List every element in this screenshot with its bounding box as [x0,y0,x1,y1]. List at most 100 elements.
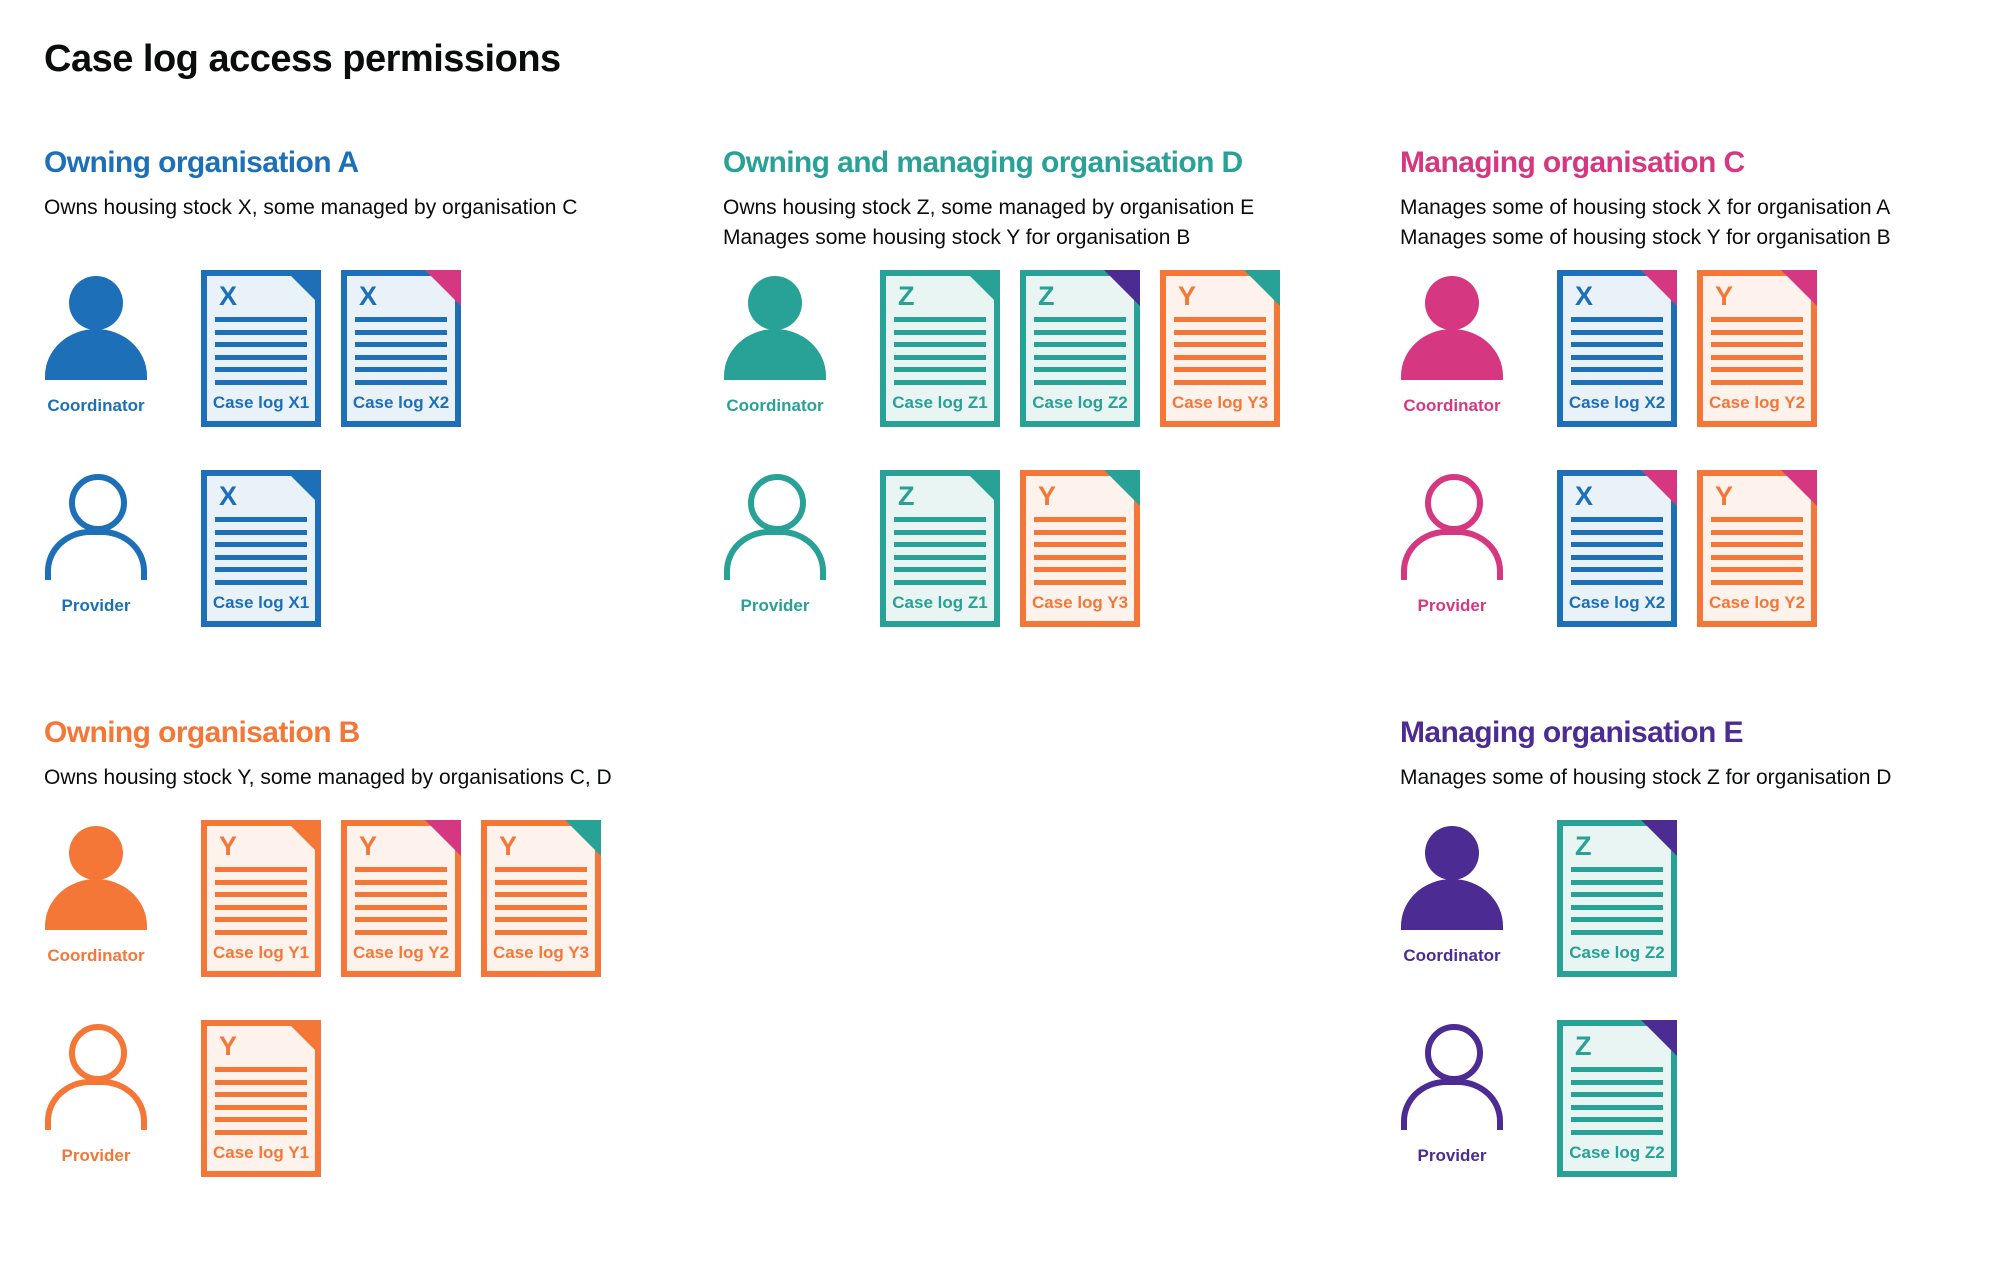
case-log-document: X Case log X1 [201,270,321,427]
coordinator-person-icon: Coordinator [44,820,148,977]
document-text-lines [1034,517,1126,585]
folded-corner-icon [425,270,461,306]
folded-corner-icon [1244,270,1280,306]
coordinator-row: Coordinator X Case log X1 X Case log X2 [44,270,481,427]
case-log-label: Case log Y3 [1171,393,1269,412]
document-text-lines [1571,867,1663,935]
case-log-document: Y Case log Y1 [201,820,321,977]
case-log-document: Z Case log Z2 [1020,270,1140,427]
document-text-lines [1571,517,1663,585]
coordinator-row: Coordinator X Case log X2 Y Case log Y2 [1400,270,1837,427]
role-label: Coordinator [47,396,145,415]
case-log-label: Case log Y2 [1708,393,1806,412]
stock-letter: X [359,281,378,311]
person-head-shape [69,826,123,880]
section-heading: Owning and managing organisation D [723,146,1243,179]
stock-letter: Z [898,481,915,511]
provider-person-icon: Provider [1400,470,1504,627]
provider-row: Provider X Case log X2 Y Case log Y2 [1400,470,1837,627]
person-body-shape [45,1079,147,1130]
case-log-label: Case log Z2 [1569,1143,1665,1162]
provider-row: Provider Z Case log Z2 [1400,1020,1697,1177]
role-label: Coordinator [1403,946,1501,965]
folded-corner-icon [425,820,461,856]
stock-letter: X [219,281,238,311]
case-log-label: Case log Z2 [1032,393,1128,412]
person-body-shape [1401,1079,1503,1130]
folded-corner-icon [1104,270,1140,306]
section-heading: Managing organisation E [1400,716,1743,749]
provider-person-icon: Provider [1400,1020,1504,1177]
case-log-label: Case log X2 [352,393,450,412]
case-log-label: Case log X1 [212,393,310,412]
folded-corner-icon [964,470,1000,506]
stock-letter: Y [1038,481,1057,511]
coordinator-person-icon: Coordinator [1400,820,1504,977]
case-log-document: Z Case log Z2 [1557,1020,1677,1177]
coordinator-person-icon: Coordinator [723,270,827,427]
stock-letter: Y [1715,481,1734,511]
provider-row: Provider Z Case log Z1 Y Case log Y3 [723,470,1160,627]
document-text-lines [215,317,307,385]
case-log-document: Z Case log Z1 [880,470,1000,627]
section-description: Owns housing stock Z, some managed by or… [723,196,1255,249]
folded-corner-icon [285,470,321,506]
role-label: Coordinator [1403,396,1501,415]
provider-row: Provider X Case log X1 [44,470,341,627]
case-log-document: Y Case log Y3 [481,820,601,977]
person-body-shape [1401,529,1503,580]
case-log-label: Case log Y2 [1708,593,1806,612]
provider-person-icon: Provider [44,1020,148,1177]
coordinator-row: Coordinator Z Case log Z1 Z Case log Z2 … [723,270,1300,427]
stock-letter: X [1575,481,1594,511]
case-log-label: Case log X2 [1568,593,1666,612]
stock-letter: Z [1038,281,1055,311]
coordinator-person-icon: Coordinator [44,270,148,427]
stock-letter: Z [898,281,915,311]
document-text-lines [894,517,986,585]
stock-letter: Z [1575,1031,1592,1061]
document-text-lines [215,517,307,585]
folded-corner-icon [285,270,321,306]
stock-letter: X [1575,281,1594,311]
case-log-document: X Case log X1 [201,470,321,627]
case-log-label: Case log X2 [1568,393,1666,412]
role-label: Provider [1417,596,1487,615]
folded-corner-icon [1781,270,1817,306]
stock-letter: X [219,481,238,511]
folded-corner-icon [964,270,1000,306]
role-label: Provider [740,596,810,615]
role-label: Provider [1417,1146,1487,1165]
case-log-document: Y Case log Y3 [1020,470,1140,627]
case-log-label: Case log X1 [212,593,310,612]
case-log-label: Case log Y3 [1031,593,1129,612]
section-owning-organisation-b: Owning organisation B Owns housing stock… [44,716,709,1177]
role-label: Provider [61,1146,131,1165]
person-head-shape [748,474,806,532]
folded-corner-icon [565,820,601,856]
case-log-document: Y Case log Y1 [201,1020,321,1177]
folded-corner-icon [1641,1020,1677,1056]
document-text-lines [894,317,986,385]
role-label: Provider [61,596,131,615]
case-log-label: Case log Z1 [892,393,988,412]
section-heading: Managing organisation C [1400,146,1745,179]
provider-person-icon: Provider [723,470,827,627]
person-head-shape [69,474,127,532]
provider-row: Provider Y Case log Y1 [44,1020,341,1177]
stock-letter: Y [1178,281,1197,311]
case-log-label: Case log Y1 [212,943,310,962]
stock-letter: Y [219,831,238,861]
person-body-shape [45,329,147,380]
person-body-shape [724,529,826,580]
case-log-document: Y Case log Y2 [1697,470,1817,627]
person-head-shape [1425,276,1479,330]
document-text-lines [1034,317,1126,385]
folded-corner-icon [1641,270,1677,306]
section-managing-organisation-e: Managing organisation E Manages some of … [1400,716,2000,1177]
document-text-lines [355,317,447,385]
case-log-label: Case log Y2 [352,943,450,962]
section-heading: Owning organisation B [44,716,360,749]
document-text-lines [1571,317,1663,385]
